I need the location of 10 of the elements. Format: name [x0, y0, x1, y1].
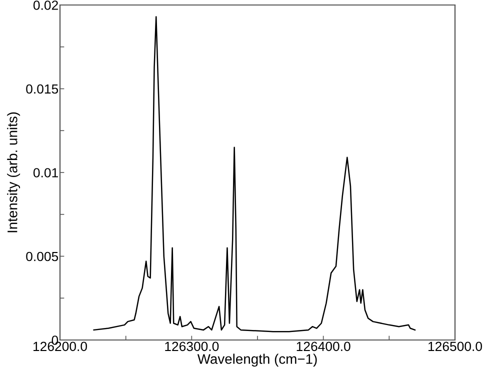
- line-series: [93, 16, 416, 332]
- x-axis-title: Wavelength (cm−1): [197, 354, 317, 367]
- y-tick-label: 0.02: [33, 0, 58, 10]
- x-tick-label: 126400.0: [296, 342, 350, 352]
- x-tick-label: 126300.0: [165, 342, 219, 352]
- x-tick-label: 126500.0: [428, 342, 482, 352]
- y-axis-title: Intensity (arb. units): [7, 112, 20, 232]
- y-tick-label: 0.005: [26, 252, 58, 262]
- y-tick-label: 0.01: [33, 168, 58, 178]
- y-tick-label: 0.015: [26, 84, 58, 94]
